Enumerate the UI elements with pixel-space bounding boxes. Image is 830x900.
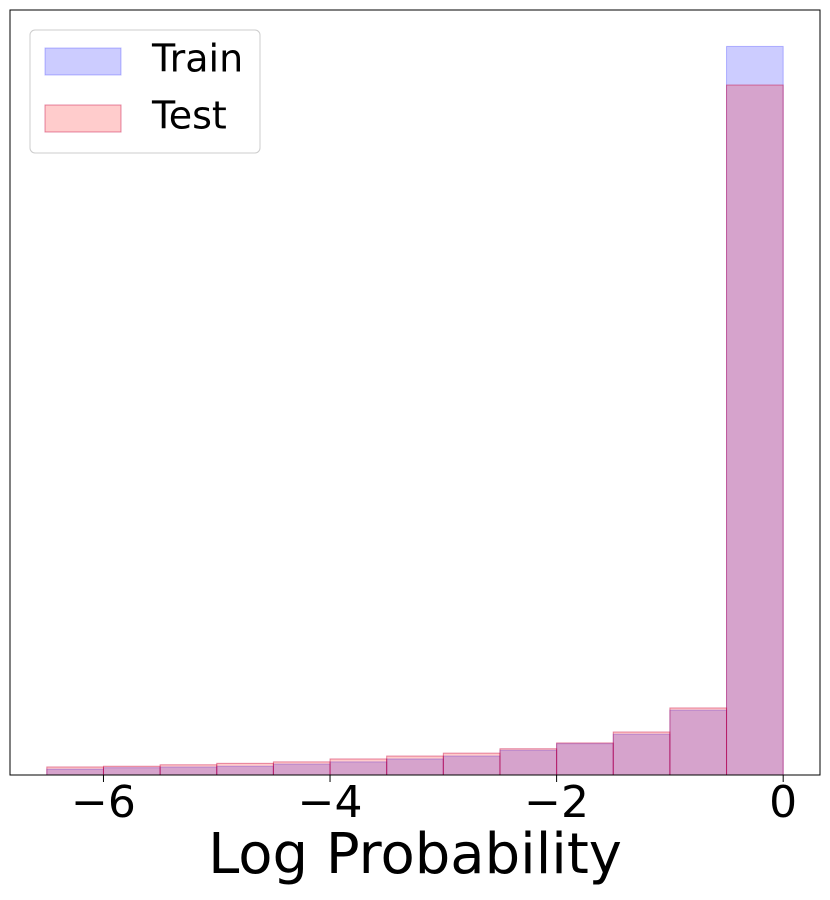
legend-label: Train [151, 37, 243, 81]
bar [216, 762, 274, 776]
bar [442, 752, 501, 776]
legend-box [29, 29, 261, 154]
bar [669, 709, 728, 776]
bar [612, 731, 671, 776]
bar [556, 742, 614, 776]
plot-frame [9, 9, 821, 776]
x-tick-label: −6 [71, 777, 136, 828]
x-tick-label: −2 [524, 777, 589, 828]
x-tick-label: −4 [298, 777, 363, 828]
legend-label: Test [151, 94, 227, 138]
legend: Train Test [29, 29, 261, 154]
bar [669, 707, 728, 776]
bar [159, 764, 218, 776]
bar [329, 758, 388, 776]
bar [556, 743, 614, 776]
bar [272, 761, 331, 776]
x-tick-label: 0 [769, 777, 797, 828]
bar [102, 765, 161, 776]
legend-swatch [44, 47, 122, 76]
legend-swatch [44, 104, 122, 133]
bar [726, 84, 784, 776]
bar [499, 748, 558, 776]
x-axis-label: Log Probability [208, 822, 622, 887]
bar [386, 755, 444, 776]
bar [46, 766, 104, 776]
